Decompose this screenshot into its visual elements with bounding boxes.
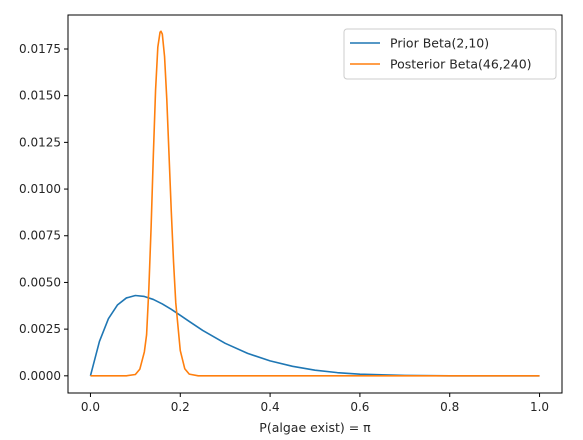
y-tick-label: 0.0175 bbox=[19, 42, 61, 56]
y-tick-label: 0.0025 bbox=[19, 322, 61, 336]
y-tick-label: 0.0000 bbox=[19, 369, 61, 383]
y-tick-label: 0.0125 bbox=[19, 135, 61, 149]
plot-frame bbox=[67, 14, 563, 394]
legend-box bbox=[343, 28, 557, 80]
y-axis-ticks: 0.0000 0.0025 0.0050 0.0075 0.0100 0.0125 0.01… bbox=[19, 42, 68, 383]
x-axis-label: P(algae exist) = π bbox=[259, 420, 371, 435]
x-axis-ticks: 0.0 0.2 0.4 0.6 0.8 1.0 bbox=[81, 393, 549, 414]
series-line-prior bbox=[89, 294, 540, 377]
x-tick-label: 0.8 bbox=[440, 400, 459, 414]
y-tick-label: 0.0050 bbox=[19, 275, 61, 289]
legend: Prior Beta(2,10) Posterior Beta(46,240) bbox=[343, 28, 557, 80]
series-line-posterior bbox=[90, 30, 540, 377]
series-layer bbox=[89, 30, 540, 377]
x-tick-label: 1.0 bbox=[530, 400, 549, 414]
legend-label: Posterior Beta(46,240) bbox=[390, 57, 532, 72]
x-tick-label: 0.2 bbox=[171, 400, 190, 414]
x-tick-label: 0.6 bbox=[350, 400, 369, 414]
y-tick-label: 0.0100 bbox=[19, 182, 61, 196]
y-tick-label: 0.0075 bbox=[19, 229, 61, 243]
legend-label: Prior Beta(2,10) bbox=[390, 36, 489, 51]
y-tick-label: 0.0150 bbox=[19, 89, 61, 103]
x-tick-label: 0.0 bbox=[81, 400, 100, 414]
x-tick-label: 0.4 bbox=[261, 400, 280, 414]
